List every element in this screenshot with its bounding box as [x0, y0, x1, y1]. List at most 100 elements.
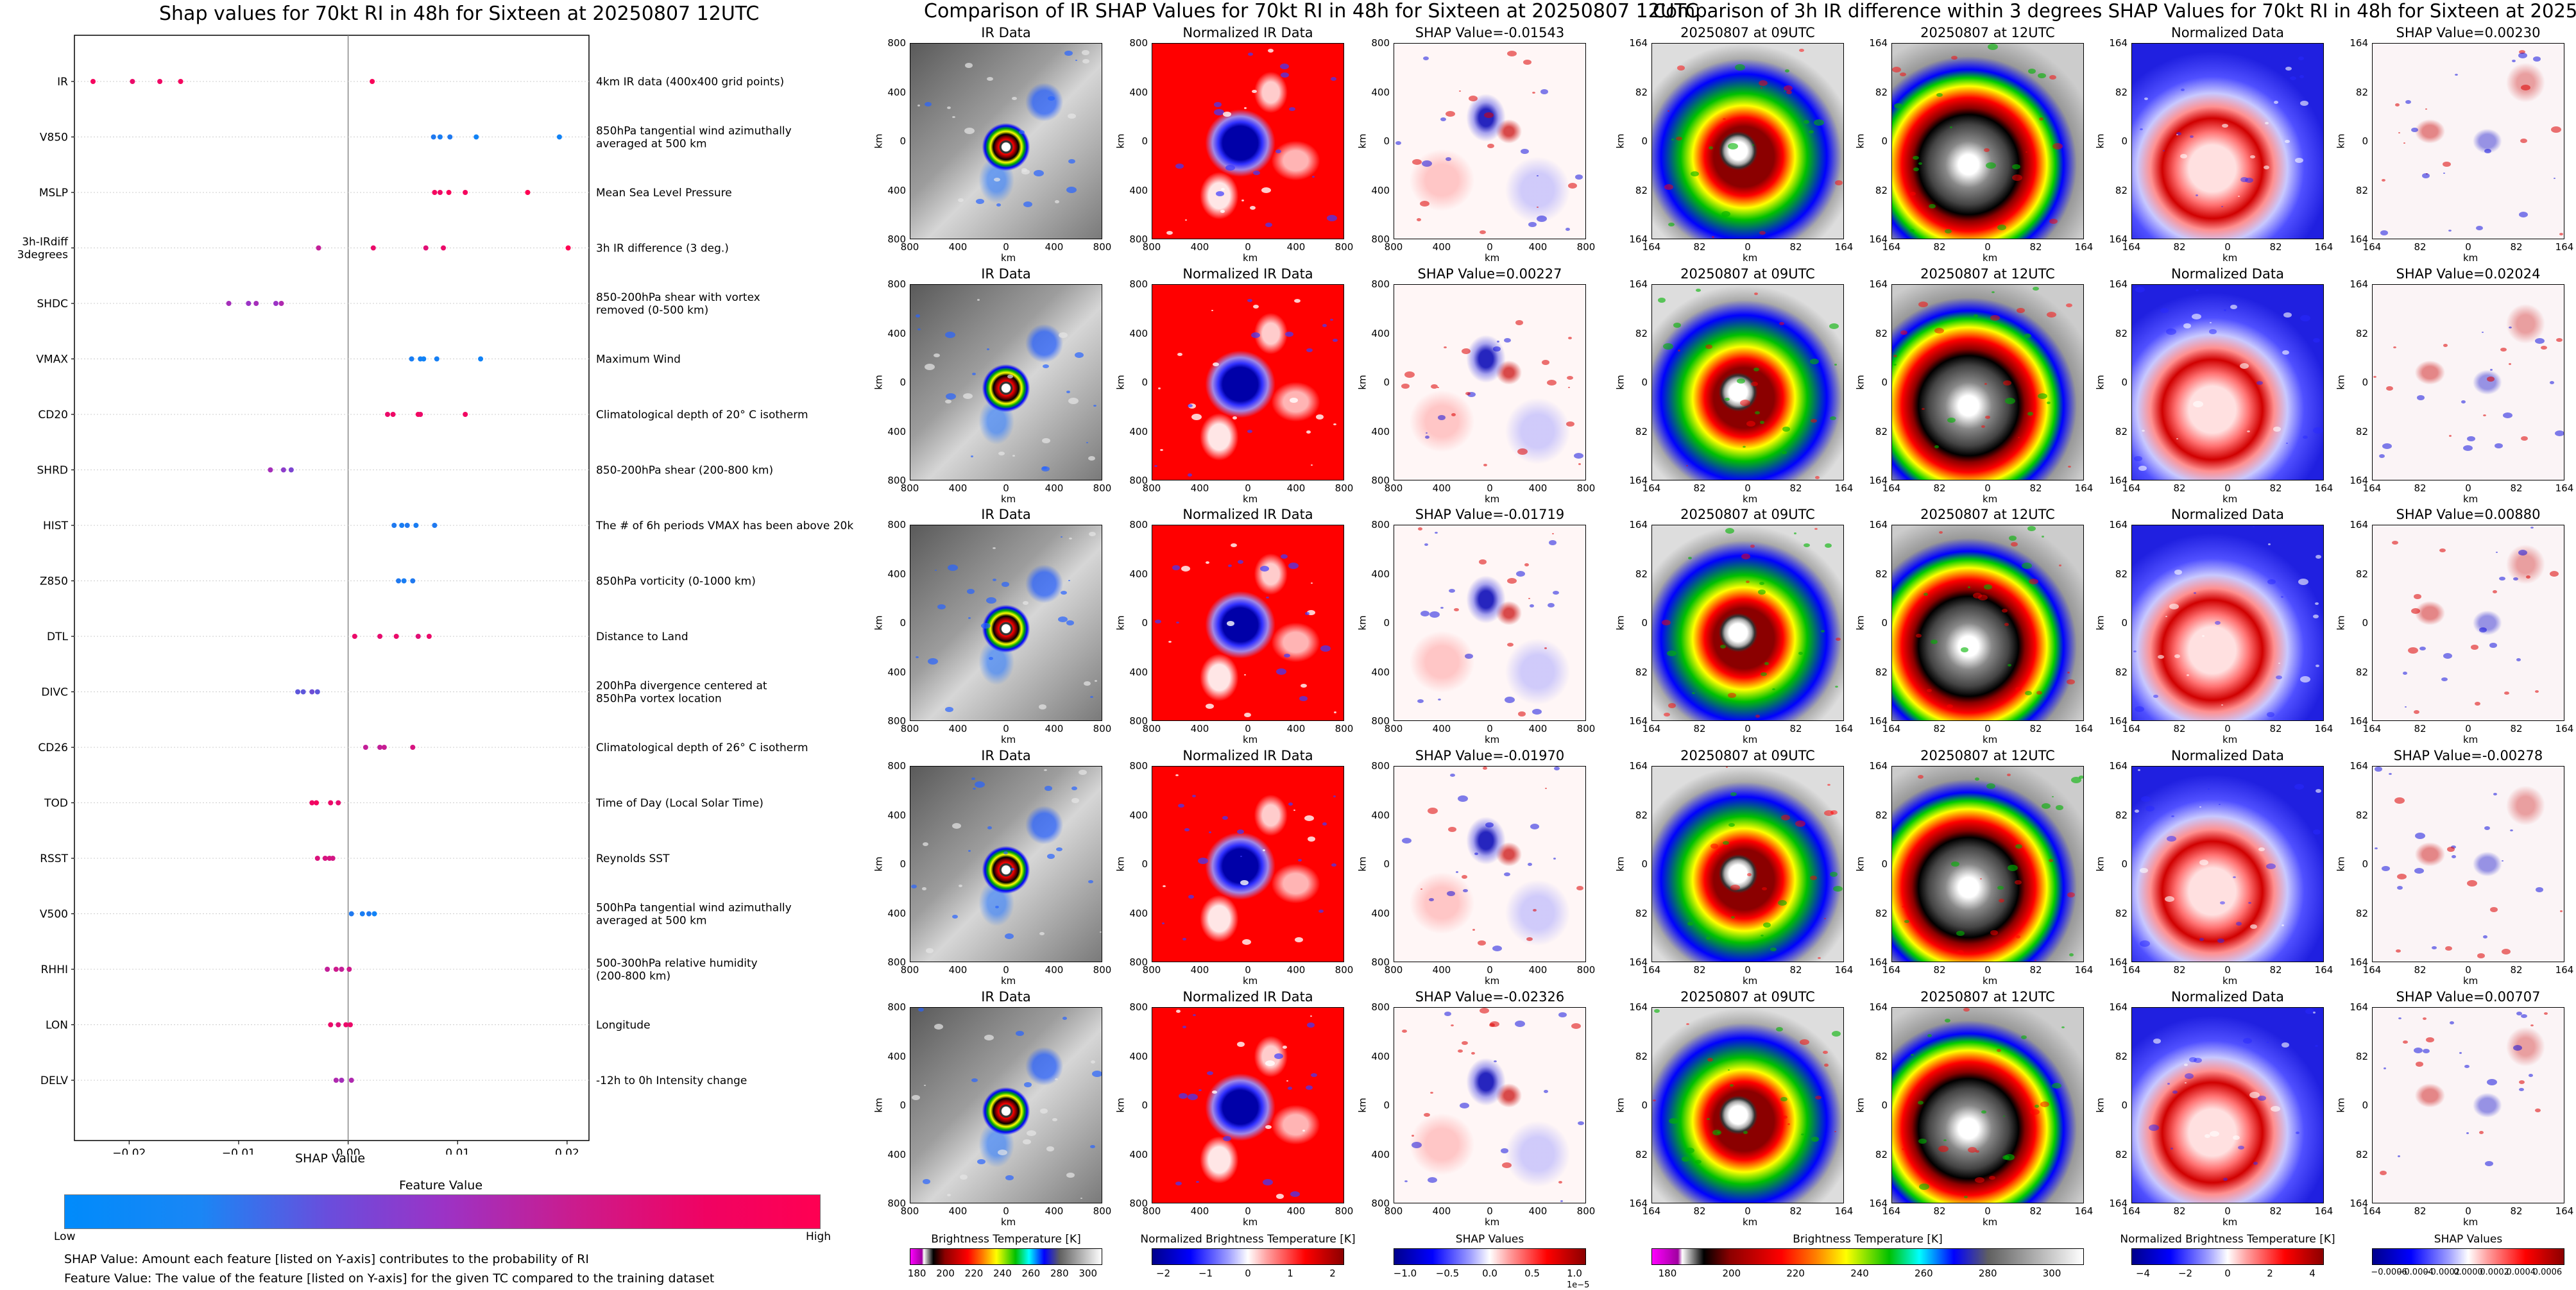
- map-texture-speck: [1943, 1139, 1947, 1141]
- map-texture-speck: [1825, 543, 1832, 548]
- map-y-tick-label: 800: [1129, 233, 1148, 245]
- map-texture-speck: [2222, 124, 2228, 128]
- map-texture-speck: [1910, 192, 1916, 196]
- map-y-tick-label: 800: [1129, 519, 1148, 530]
- map-texture-speck: [2245, 178, 2253, 183]
- map-texture-speck: [2034, 960, 2036, 961]
- map-x-tick-label: 82: [1933, 241, 1946, 253]
- map-texture-speck: [2466, 1132, 2469, 1134]
- shap-x-tick-label: −0.01: [222, 1147, 255, 1155]
- map-texture-speck: [1265, 1125, 1272, 1129]
- map-y-tick-label: 164: [1869, 475, 1888, 486]
- ir-shap-title: SHAP Value=-0.01543: [1415, 25, 1565, 40]
- map-texture-speck: [1286, 1080, 1288, 1082]
- map-texture-speck: [2038, 393, 2047, 399]
- shap-point: [370, 245, 376, 251]
- map-x-axis-label: km: [2463, 252, 2478, 264]
- ir-09utc-panel: [1651, 525, 1844, 721]
- map-x-tick-label: 0: [2224, 1205, 2231, 1217]
- map-x-tick-label: 0: [1984, 241, 1991, 253]
- map-y-axis-label: km: [1356, 615, 1369, 631]
- map-texture-speck: [1824, 918, 1826, 919]
- map-texture-speck: [2028, 69, 2036, 74]
- map-texture-speck: [1484, 112, 1494, 118]
- map-texture-speck: [1560, 1200, 1563, 1202]
- map-y-tick-label: 400: [1129, 907, 1148, 919]
- map-texture-speck: [2414, 1048, 2423, 1053]
- map-texture-speck: [987, 77, 993, 81]
- shap-point: [396, 578, 402, 584]
- map-texture-speck: [2443, 173, 2445, 174]
- map-texture-speck: [2174, 654, 2180, 658]
- map-y-tick-label: 82: [1875, 184, 1888, 196]
- shap-feature-description: averaged at 500 km: [596, 915, 707, 928]
- map-y-tick-label: 800: [1129, 278, 1148, 290]
- map-texture-speck: [2194, 592, 2196, 594]
- colorbar-tick-label: 300: [2042, 1268, 2061, 1279]
- map-texture-speck: [1275, 149, 1281, 153]
- map-y-tick-label: 164: [1869, 37, 1888, 49]
- map-texture-speck: [2461, 400, 2466, 403]
- map-texture-speck: [2021, 1035, 2027, 1039]
- map-x-tick-label: 164: [1642, 241, 1661, 253]
- map-y-tick-label: 164: [2109, 1001, 2128, 1013]
- map-x-axis-label: km: [2463, 1216, 2478, 1228]
- map-x-tick-label: 0: [1245, 964, 1251, 976]
- map-texture-speck: [1176, 1010, 1181, 1013]
- shap-point: [343, 1022, 349, 1028]
- map-texture-speck: [1322, 822, 1327, 826]
- ir-col-title: IR Data: [981, 507, 1031, 522]
- shap-feature-label: Z850: [40, 575, 68, 588]
- map-texture-speck: [2224, 309, 2226, 311]
- colorbar-tick-label: 220: [1786, 1268, 1805, 1279]
- map-texture-speck: [2049, 75, 2056, 80]
- shap-point: [268, 467, 273, 473]
- map-texture-speck: [1507, 643, 1514, 647]
- map-y-tick-label: 0: [2121, 377, 2128, 388]
- normalized-diff-panel: [2131, 525, 2324, 721]
- shap-feature-description: 4km IR data (400x400 grid points): [596, 76, 784, 89]
- diff-shap-title: SHAP Value=0.00230: [2396, 25, 2541, 40]
- map-texture-speck: [1310, 1015, 1312, 1017]
- ir-col-title: IR Data: [981, 25, 1031, 40]
- map-x-tick-label: 0: [1744, 482, 1751, 494]
- map-y-tick-label: 800: [1371, 956, 1390, 968]
- map-texture-speck: [981, 623, 991, 629]
- map-texture-speck: [1395, 141, 1401, 145]
- map-texture-speck: [1892, 67, 1901, 72]
- colorbar-tick-label: 260: [1021, 1268, 1041, 1279]
- shap-note-2: Feature Value: The value of the feature …: [64, 1271, 715, 1286]
- map-texture-speck: [1532, 709, 1542, 715]
- map-y-axis-label: km: [1854, 133, 1866, 149]
- map-texture-speck: [1707, 1058, 1713, 1062]
- shap-feature-label: DIVC: [41, 686, 68, 699]
- map-texture-speck: [2414, 594, 2421, 599]
- map-texture-speck: [2484, 826, 2490, 830]
- map-texture-speck: [1154, 465, 1157, 467]
- map-y-tick-label: 800: [887, 233, 906, 245]
- map-texture-speck: [1759, 582, 1764, 585]
- shap-point: [280, 467, 286, 473]
- map-x-axis-label: km: [2463, 975, 2478, 987]
- map-texture-speck: [1654, 1009, 1660, 1013]
- shap-point: [322, 856, 328, 861]
- shap-point: [278, 301, 284, 306]
- map-x-tick-label: 400: [1045, 1205, 1064, 1217]
- map-x-tick-label: 164: [1882, 1205, 1901, 1217]
- map-texture-speck: [2238, 196, 2240, 197]
- map-texture-speck: [2443, 653, 2452, 659]
- map-texture-speck: [1276, 1194, 1284, 1199]
- map-x-tick-label: 164: [2122, 482, 2141, 494]
- map-texture-speck: [1162, 922, 1164, 924]
- map-texture-speck: [1042, 438, 1050, 443]
- map-texture-speck: [1311, 1073, 1317, 1077]
- map-texture-speck: [1835, 686, 1838, 688]
- map-texture-speck: [1918, 1139, 1927, 1144]
- map-texture-speck: [2445, 946, 2452, 951]
- map-texture-speck: [1221, 188, 1225, 191]
- map-texture-speck: [2003, 380, 2011, 386]
- map-texture-speck: [1918, 301, 1928, 307]
- map-x-tick-label: 800: [900, 723, 919, 734]
- map-texture-speck: [1568, 387, 1570, 388]
- map-texture-speck: [2185, 1073, 2194, 1079]
